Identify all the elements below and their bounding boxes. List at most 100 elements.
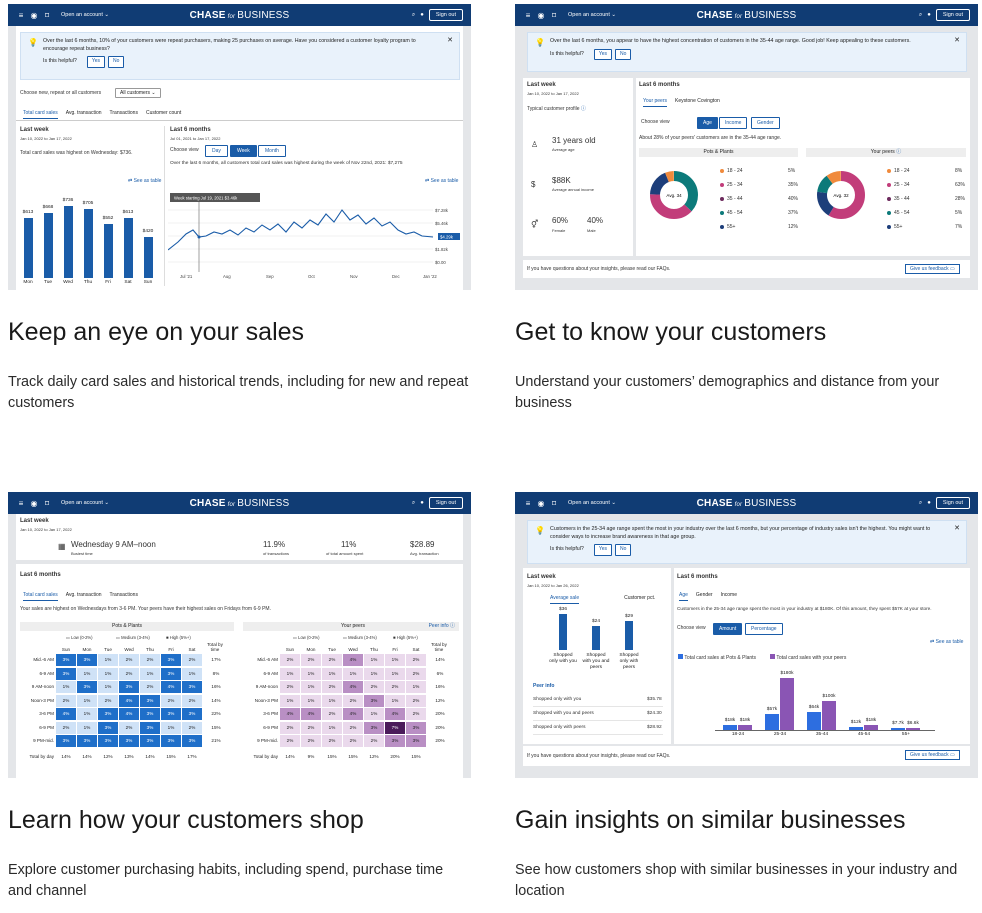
row-total: 16% [211,684,221,689]
time-label: 9 AM-noon [31,684,54,689]
tab-avg-transaction[interactable]: Avg. transaction [65,592,102,598]
feedback-button[interactable]: Give us feedback ▭ [905,264,960,274]
insight-tip: 💡 ✕ Over the last 6 months, you appear to… [527,32,967,72]
open-account-link[interactable]: Open an account ⌄ [568,500,617,506]
tab-your-peers[interactable]: Your peers [643,98,667,107]
peers-bar [780,678,794,730]
insight-tip: 💡 ✕ Customers in the 25-34 age range spen… [527,520,967,564]
search-icon[interactable]: ⌕ [411,11,416,18]
chat-icon[interactable]: ⌑ [44,10,50,20]
column-total: 14% [285,754,295,759]
view-percentage-button[interactable]: Percentage [745,623,783,635]
menu-icon[interactable]: ≡ [18,498,24,508]
open-account-link[interactable]: Open an account ⌄ [61,12,110,18]
legend-dot [887,183,891,187]
peer-info-link[interactable]: Peer info ⓘ [428,623,455,629]
tab-age[interactable]: Age [679,592,688,601]
bar-value: $705 [82,201,94,207]
tab-avg-transaction[interactable]: Avg. transaction [65,110,102,116]
pots-plants-header: Pots & Plants [639,148,798,157]
legend-dot [887,225,891,229]
heatmap-cell: 1% [322,694,342,707]
heatmap-cell: 3% [161,654,181,666]
six-month-title: Last 6 months [170,127,211,133]
user-icon[interactable]: ● [420,12,424,18]
sign-out-button[interactable]: Sign out [428,9,463,21]
view-day-button[interactable]: Day [205,145,228,157]
tab-customer-pct[interactable]: Customer pct. [624,595,656,601]
tab-keystone[interactable]: Keystone Covington [675,98,720,104]
person-icon: ♙ [531,140,539,149]
heatmap-cell: 2% [343,694,363,707]
avg-sale-tabs: Average sale Customer pct. [550,595,655,604]
see-as-table-link[interactable]: ⇄ See as table [930,639,964,645]
search-icon[interactable]: ⌕ [411,499,416,506]
no-button[interactable]: No [108,56,125,68]
see-as-table-link-2[interactable]: ⇄ See as table [425,178,459,184]
view-age-button[interactable]: Age [697,117,718,129]
see-as-table-link[interactable]: ⇄ See as table [128,178,162,184]
menu-icon[interactable]: ≡ [18,10,24,20]
feedback-button[interactable]: Give us feedback ▭ [905,750,960,760]
search-icon[interactable]: ⌕ [918,11,923,18]
sign-out-button[interactable]: Sign out [935,9,970,21]
eye-icon[interactable]: ◉ [537,498,545,508]
tab-total-card-sales[interactable]: Total card sales [23,592,58,601]
close-icon[interactable]: ✕ [954,37,960,44]
heatmap-cell: 1% [56,681,76,693]
donut-avg: Avg. 34 [666,193,682,198]
age-label: 25 - 34 [894,182,910,188]
menu-icon[interactable]: ≡ [525,498,531,508]
yes-button[interactable]: Yes [593,544,613,556]
peers-value: $180k [780,671,794,676]
tab-total-card-sales[interactable]: Total card sales [23,110,58,119]
sign-out-button[interactable]: Sign out [428,497,463,509]
eye-icon[interactable]: ◉ [30,498,38,508]
heatmap-cell: 4% [343,681,363,693]
user-icon[interactable]: ● [420,500,424,506]
view-week-button[interactable]: Week [230,145,257,157]
yes-button[interactable]: Yes [86,56,106,68]
customer-select[interactable]: All customers ⌄ [115,88,161,98]
time-label: Mid.-6 AM [257,657,278,662]
time-label: Mid.-6 AM [33,657,54,662]
eye-icon[interactable]: ◉ [30,10,38,20]
user-icon[interactable]: ● [927,500,931,506]
open-account-link[interactable]: Open an account ⌄ [568,12,617,18]
yes-button[interactable]: Yes [593,48,613,60]
view-gender-button[interactable]: Gender [751,117,780,129]
no-button[interactable]: No [615,48,632,60]
tab-customer-count[interactable]: Customer count [145,110,182,116]
close-icon[interactable]: ✕ [447,37,453,44]
search-icon[interactable]: ⌕ [918,499,923,506]
heatmap-cell: 1% [364,667,384,680]
heatmap-cell: 2% [343,735,363,747]
tab-transactions[interactable]: Transactions [109,110,138,116]
view-month-button[interactable]: Month [258,145,286,157]
tab-transactions[interactable]: Transactions [109,592,138,598]
close-icon[interactable]: ✕ [954,525,960,532]
chat-icon[interactable]: ⌑ [551,10,557,20]
menu-icon[interactable]: ≡ [525,10,531,20]
heatmap-cell: 2% [182,654,202,666]
chat-icon[interactable]: ⌑ [44,498,50,508]
peer-info-link[interactable]: Peer info [533,683,555,689]
heatmap-cell: 2% [301,735,321,747]
your-peers-header: Your peers ⓘ [806,148,966,157]
tab-income[interactable]: Income [720,592,737,598]
no-button[interactable]: No [615,544,632,556]
tip-text: Over the last 6 months, 10% of your cust… [43,38,416,52]
sign-out-button[interactable]: Sign out [935,497,970,509]
avg-sale-value: $29 [624,614,633,619]
user-icon[interactable]: ● [927,12,931,18]
eye-icon[interactable]: ◉ [537,10,545,20]
view-amount-button[interactable]: Amount [713,623,743,635]
kpi-avg: $28.89 [410,540,435,549]
open-account-link[interactable]: Open an account ⌄ [61,500,110,506]
tab-gender[interactable]: Gender [695,592,713,598]
tab-average-sale[interactable]: Average sale [550,595,580,604]
age-label: 35 - 44 [727,196,743,202]
view-income-button[interactable]: Income [719,117,748,129]
heatmap-cell: 2% [280,654,300,666]
chat-icon[interactable]: ⌑ [551,498,557,508]
